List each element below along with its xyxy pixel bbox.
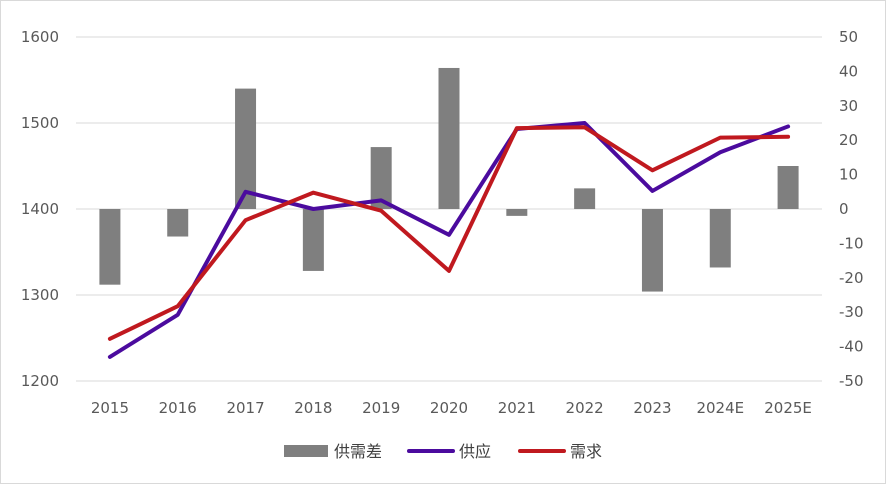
- right-tick-label: 10: [839, 166, 858, 184]
- bar-gap-2018: [303, 209, 324, 271]
- bar-gap-2022: [574, 188, 595, 209]
- right-tick-label: 40: [839, 62, 858, 80]
- left-axis-ticks: 1200 1300 1400 1500 1600: [21, 28, 59, 390]
- right-tick-label: 0: [839, 200, 849, 218]
- right-tick-label: -30: [839, 303, 864, 321]
- x-tick-label: 2020: [430, 399, 468, 417]
- right-axis-ticks: -50 -40 -30 -20 -10 0 10 20 30 40 50: [839, 28, 864, 390]
- legend: 供需差 供应 需求: [284, 442, 602, 461]
- x-tick-label: 2023: [633, 399, 671, 417]
- x-tick-label: 2016: [159, 399, 197, 417]
- x-axis-ticks: 2015 2016 2017 2018 2019 2020 2021 2022 2023 2024…: [91, 399, 812, 417]
- legend-label: 需求: [570, 442, 602, 461]
- right-tick-label: 20: [839, 131, 858, 149]
- x-tick-label: 2024E: [696, 399, 744, 417]
- right-tick-label: -50: [839, 372, 864, 390]
- x-tick-label: 2015: [91, 399, 129, 417]
- right-tick-label: 30: [839, 97, 858, 115]
- right-tick-label: -10: [839, 234, 864, 252]
- left-tick-label: 1600: [21, 28, 59, 46]
- legend-label: 供应: [459, 442, 491, 461]
- x-tick-label: 2022: [566, 399, 604, 417]
- bar-gap-2015: [99, 209, 120, 285]
- right-tick-label: -20: [839, 269, 864, 287]
- legend-swatch-gap: [284, 445, 328, 457]
- bar-gap-2024E: [710, 209, 731, 267]
- x-tick-label: 2021: [498, 399, 536, 417]
- bar-gap-2023: [642, 209, 663, 292]
- right-tick-label: -40: [839, 338, 864, 356]
- right-tick-label: 50: [839, 28, 858, 46]
- bar-gap-2016: [167, 209, 188, 237]
- bar-gap-2021: [506, 209, 527, 216]
- x-tick-label: 2017: [226, 399, 264, 417]
- bar-gap-2020: [439, 68, 460, 209]
- x-tick-label: 2025E: [764, 399, 812, 417]
- bar-series-supply-demand-gap: [99, 68, 798, 292]
- bar-gap-2025E: [778, 166, 799, 209]
- left-tick-label: 1400: [21, 200, 59, 218]
- left-tick-label: 1300: [21, 286, 59, 304]
- x-tick-label: 2018: [294, 399, 332, 417]
- legend-label: 供需差: [334, 442, 382, 461]
- left-tick-label: 1200: [21, 372, 59, 390]
- left-tick-label: 1500: [21, 114, 59, 132]
- x-tick-label: 2019: [362, 399, 400, 417]
